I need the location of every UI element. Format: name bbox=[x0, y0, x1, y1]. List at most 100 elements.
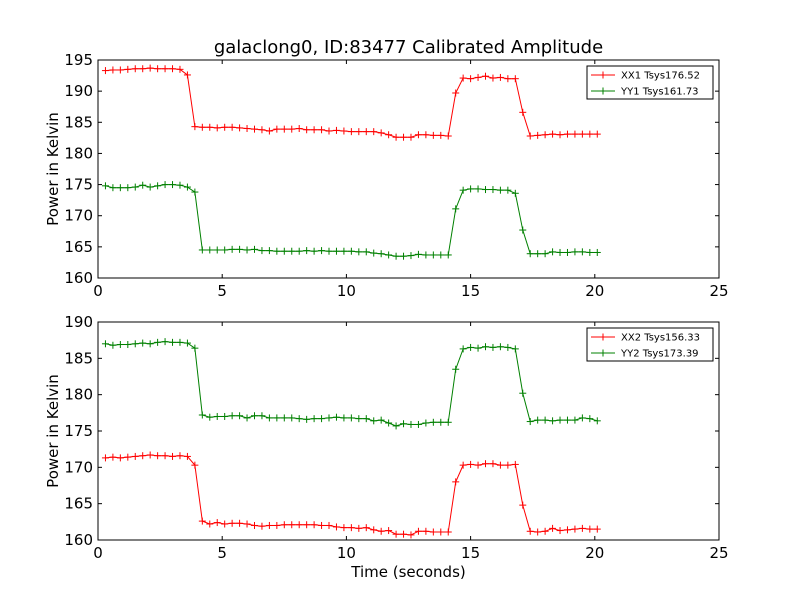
data-point bbox=[332, 126, 340, 134]
y-tick-label: 195 bbox=[64, 51, 93, 69]
data-point bbox=[325, 247, 333, 255]
legend: XX2 Tsys156.33 YY2 Tsys173.39 bbox=[586, 327, 714, 362]
data-point bbox=[258, 412, 266, 420]
data-point bbox=[593, 248, 601, 256]
data-point bbox=[407, 252, 415, 260]
y-tick-label: 165 bbox=[64, 495, 93, 513]
data-point bbox=[206, 520, 214, 528]
data-point bbox=[176, 65, 184, 73]
data-point bbox=[362, 128, 370, 136]
data-point bbox=[228, 519, 236, 527]
data-point bbox=[116, 341, 124, 349]
data-point bbox=[206, 413, 214, 421]
data-point bbox=[340, 127, 348, 135]
legend: XX1 Tsys176.52 YY1 Tsys161.73 bbox=[586, 65, 714, 100]
data-point bbox=[563, 526, 571, 534]
legend-label: XX2 Tsys156.33 bbox=[621, 333, 700, 344]
data-point bbox=[422, 251, 430, 259]
data-point bbox=[578, 248, 586, 256]
data-point bbox=[496, 186, 504, 194]
data-point bbox=[571, 525, 579, 533]
data-point bbox=[288, 247, 296, 255]
axes-frame bbox=[97, 59, 720, 279]
data-point bbox=[131, 452, 139, 460]
data-point bbox=[332, 413, 340, 421]
data-point bbox=[385, 251, 393, 259]
series-2 bbox=[101, 338, 601, 430]
data-point bbox=[198, 246, 206, 254]
data-point bbox=[534, 528, 542, 536]
data-point bbox=[578, 130, 586, 138]
data-point bbox=[295, 247, 303, 255]
data-point bbox=[407, 420, 415, 428]
data-point bbox=[250, 521, 258, 529]
data-point bbox=[459, 74, 467, 82]
x-tick-label: 25 bbox=[709, 282, 728, 300]
data-point bbox=[139, 339, 147, 347]
x-tick-label: 0 bbox=[93, 544, 103, 562]
data-point bbox=[504, 343, 512, 351]
data-point bbox=[407, 133, 415, 141]
data-point bbox=[154, 65, 162, 73]
data-point bbox=[318, 247, 326, 255]
data-point bbox=[519, 501, 527, 509]
data-point bbox=[124, 65, 132, 73]
x-tick-label: 15 bbox=[461, 282, 480, 300]
data-point bbox=[541, 527, 549, 535]
data-point bbox=[474, 73, 482, 81]
data-point bbox=[310, 247, 318, 255]
data-point bbox=[250, 412, 258, 420]
data-point bbox=[139, 65, 147, 73]
data-point bbox=[325, 127, 333, 135]
y-tick-label: 160 bbox=[64, 531, 93, 549]
data-point bbox=[295, 415, 303, 423]
data-point bbox=[400, 252, 408, 260]
data-point bbox=[400, 530, 408, 538]
data-point bbox=[556, 527, 564, 535]
data-point bbox=[578, 524, 586, 532]
data-point bbox=[474, 461, 482, 469]
data-point bbox=[228, 412, 236, 420]
data-point bbox=[511, 345, 519, 353]
data-point bbox=[325, 414, 333, 422]
data-point bbox=[265, 414, 273, 422]
data-point bbox=[474, 185, 482, 193]
data-point bbox=[355, 524, 363, 532]
data-point bbox=[221, 123, 229, 131]
data-point bbox=[109, 341, 117, 349]
data-point bbox=[429, 418, 437, 426]
data-point bbox=[124, 341, 132, 349]
data-point bbox=[161, 181, 169, 189]
data-point bbox=[169, 452, 177, 460]
data-point bbox=[541, 250, 549, 258]
data-point bbox=[452, 365, 460, 373]
data-point bbox=[295, 521, 303, 529]
data-point bbox=[459, 461, 467, 469]
data-point bbox=[414, 420, 422, 428]
data-point bbox=[377, 129, 385, 137]
data-point bbox=[400, 133, 408, 141]
data-point bbox=[101, 340, 109, 348]
x-tick-label: 20 bbox=[585, 282, 604, 300]
data-point bbox=[280, 521, 288, 529]
data-point bbox=[534, 416, 542, 424]
data-point bbox=[340, 524, 348, 532]
data-point bbox=[541, 416, 549, 424]
series-2 bbox=[101, 181, 601, 260]
data-point bbox=[131, 340, 139, 348]
data-point bbox=[116, 184, 124, 192]
data-point bbox=[467, 75, 475, 83]
data-point bbox=[377, 527, 385, 535]
data-point bbox=[392, 422, 400, 430]
data-point bbox=[541, 131, 549, 139]
data-point bbox=[332, 247, 340, 255]
data-point bbox=[489, 343, 497, 351]
data-point bbox=[154, 452, 162, 460]
data-point bbox=[549, 130, 557, 138]
data-point bbox=[169, 338, 177, 346]
data-point bbox=[571, 416, 579, 424]
data-point bbox=[377, 250, 385, 258]
data-point bbox=[310, 126, 318, 134]
data-point bbox=[452, 205, 460, 213]
